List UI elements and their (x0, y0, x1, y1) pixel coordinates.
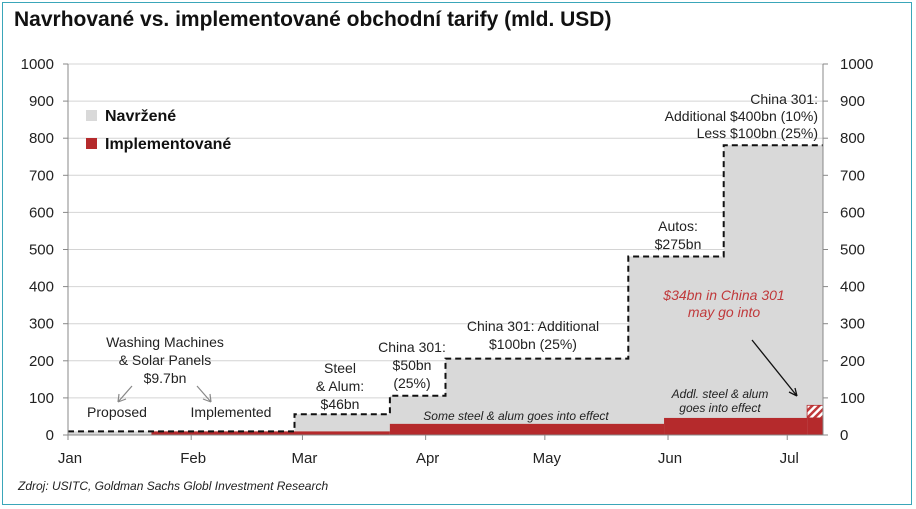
x-tick-label: Feb (180, 450, 206, 467)
series-bar-implemented (807, 417, 823, 435)
annotation-china50-line-2: $50bn (393, 357, 432, 373)
x-tick-label: Apr (416, 450, 439, 467)
x-tick-label: Jul (780, 450, 799, 467)
x-tick-label: May (533, 450, 562, 467)
y-tick-label-right: 0 (840, 427, 848, 444)
annotation-steel-line-1: Steel (324, 360, 356, 376)
x-tick-label: Jan (58, 450, 82, 467)
y-tick-label-right: 900 (840, 93, 865, 110)
y-tick-label-right: 1000 (840, 56, 873, 73)
annotation-autos-line-1: Autos: (658, 218, 698, 234)
arrow-red-note (751, 339, 798, 397)
annotation-autos-line-2: $275bn (655, 236, 702, 252)
legend-swatch-implemented (86, 138, 97, 149)
annotation-china50-line-1: China 301: (378, 339, 446, 355)
legend-swatch-proposed (86, 110, 97, 121)
chart-title: Navrhované vs. implementované obchodní t… (14, 8, 612, 31)
annotation-red-note-line-2: may go into (688, 304, 761, 320)
y-tick-label-left: 900 (29, 93, 54, 110)
y-tick-label-right: 600 (840, 204, 865, 221)
legend-label-implemented: Implementované (105, 136, 231, 153)
annotation-steel-line-2: & Alum: (316, 378, 364, 394)
y-tick-label-right: 400 (840, 279, 865, 296)
y-tick-label-right: 700 (840, 167, 865, 184)
y-tick-label-right: 500 (840, 242, 865, 259)
series-bar-implemented (389, 423, 665, 435)
y-tick-label-left: 500 (29, 242, 54, 259)
annotation-addl-steel-line-2: goes into effect (679, 401, 761, 415)
y-tick-label-left: 600 (29, 204, 54, 221)
source-note: Zdroj: USITC, Goldman Sachs Globl Invest… (18, 479, 329, 493)
y-tick-label-left: 200 (29, 353, 54, 370)
tick-labels: 0 0 100 100 200 200 300 300 400 400 500 500 600 600 70… (21, 56, 874, 467)
y-tick-label-left: 800 (29, 130, 54, 147)
series-area-proposed (68, 145, 823, 435)
annotation-china100-line-1: China 301: Additional (467, 318, 599, 334)
annotation-china400-line-2: Additional $400bn (10%) (665, 108, 818, 124)
y-tick-label-left: 400 (29, 279, 54, 296)
annotation-steel-effect: Some steel & alum goes into effect (423, 409, 609, 423)
y-tick-label-right: 800 (840, 130, 865, 147)
x-tick-label: Mar (292, 450, 318, 467)
series-line-proposed (68, 144, 823, 433)
annotation-addl-steel-line-1: Addl. steel & alum (671, 387, 769, 401)
annotation-red-note-line-1: $34bn in China 301 (662, 287, 784, 303)
y-tick-label-left: 700 (29, 167, 54, 184)
annotation-proposed: Proposed (87, 404, 147, 420)
series-bar-implemented-pending (806, 404, 824, 419)
series-areas (68, 144, 824, 435)
annotation-washing-line-1: Washing Machines (106, 334, 224, 350)
annotation-china100-line-2: $100bn (25%) (489, 336, 577, 352)
annotation-washing-line-2: & Solar Panels (119, 352, 212, 368)
arrow-proposed (117, 385, 133, 403)
axes (63, 63, 828, 440)
annotation-china400-line-1: China 301: (750, 91, 818, 107)
y-tick-label-left: 1000 (21, 56, 54, 73)
y-tick-label-right: 200 (840, 353, 865, 370)
annotation-china400-line-3: Less $100bn (25%) (697, 125, 818, 141)
annotation-china50-line-3: (25%) (393, 375, 430, 391)
series-bar-implemented (664, 417, 808, 435)
annotation-steel-line-3: $46bn (321, 396, 360, 412)
annotation-washing-line-3: $9.7bn (144, 370, 187, 386)
y-tick-label-right: 100 (840, 390, 865, 407)
x-tick-label: Jun (658, 450, 682, 467)
legend-label-proposed: Navržené (105, 108, 176, 125)
y-tick-label-left: 100 (29, 390, 54, 407)
y-tick-label-left: 300 (29, 316, 54, 333)
series-bar-implemented (151, 431, 390, 435)
y-tick-label-left: 0 (46, 427, 54, 444)
arrow-implemented (196, 385, 212, 403)
y-tick-label-right: 300 (840, 316, 865, 333)
annotation-implemented: Implemented (191, 404, 272, 420)
